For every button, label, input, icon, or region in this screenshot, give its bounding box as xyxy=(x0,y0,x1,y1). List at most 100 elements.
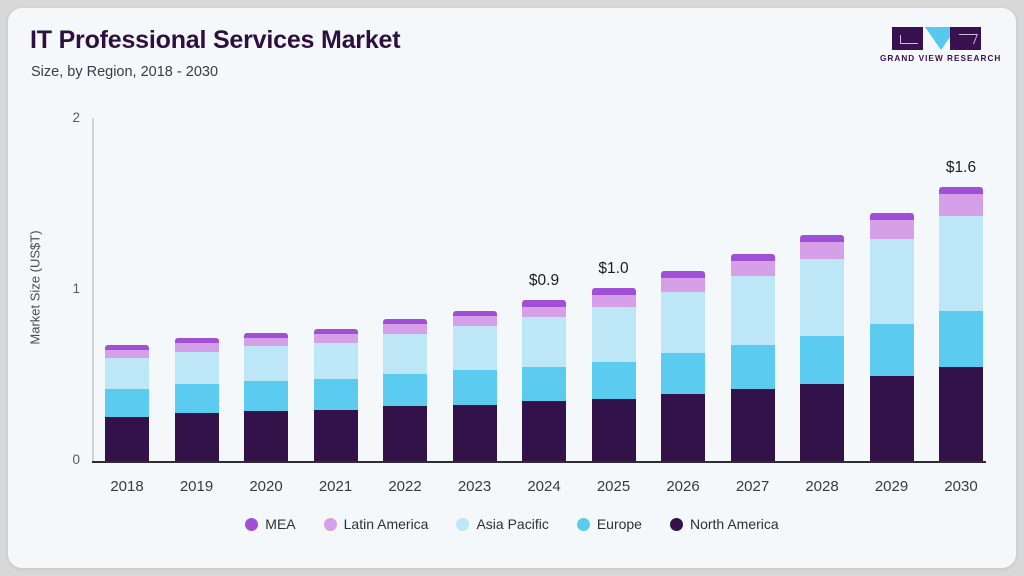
bar-segment-europe[interactable] xyxy=(313,378,358,410)
bar-segment-latin-america[interactable] xyxy=(105,349,149,359)
bar-segment-mea[interactable] xyxy=(869,213,914,220)
bar-segment-north-america[interactable] xyxy=(730,389,775,461)
bar-stack[interactable] xyxy=(313,329,358,461)
bar-segment-north-america[interactable] xyxy=(383,406,427,461)
bar-segment-asia-pacific[interactable] xyxy=(939,216,983,311)
legend-label: MEA xyxy=(265,516,296,532)
bar-segment-latin-america[interactable] xyxy=(591,295,636,308)
bar-segment-asia-pacific[interactable] xyxy=(869,238,914,325)
legend-item-north-america[interactable]: North America xyxy=(669,516,779,532)
bar-segment-latin-america[interactable] xyxy=(800,242,844,260)
bar-stack[interactable] xyxy=(939,187,983,461)
bar-segment-europe[interactable] xyxy=(522,366,566,402)
bar-segment-north-america[interactable] xyxy=(800,384,844,461)
bar-segment-mea[interactable] xyxy=(591,288,636,296)
bar-segment-north-america[interactable] xyxy=(313,409,358,461)
y-axis-tick-label: 0 xyxy=(72,452,80,467)
bar-segment-europe[interactable] xyxy=(939,310,983,367)
bar-segment-north-america[interactable] xyxy=(174,413,219,461)
bar-segment-europe[interactable] xyxy=(174,384,219,414)
bar-segment-north-america[interactable] xyxy=(661,394,705,461)
bar-segment-asia-pacific[interactable] xyxy=(591,307,636,362)
bar-segment-europe[interactable] xyxy=(452,370,497,405)
bar-stack[interactable] xyxy=(522,300,566,461)
bar-segment-mea[interactable] xyxy=(174,337,219,344)
stacked-bar-chart: 0 1 2 Market Size (US$T) 2018 2019 2020 2021 2… xyxy=(8,8,1016,568)
legend-label: Asia Pacific xyxy=(476,516,549,532)
bar-segment-mea[interactable] xyxy=(522,300,566,308)
x-axis-tick-label: 2023 xyxy=(457,478,492,495)
bar-segment-asia-pacific[interactable] xyxy=(522,317,566,367)
bar-segment-north-america[interactable] xyxy=(939,366,983,461)
x-axis-tick-label: 2018 xyxy=(110,478,144,495)
bar-segment-north-america[interactable] xyxy=(244,411,288,461)
legend-swatch-icon xyxy=(669,517,683,531)
logo-marks xyxy=(880,27,992,51)
bar-segment-europe[interactable] xyxy=(661,353,705,395)
bar-stack[interactable] xyxy=(869,213,914,461)
legend-item-asia-pacific[interactable]: Asia Pacific xyxy=(456,516,549,532)
bar-segment-asia-pacific[interactable] xyxy=(661,291,705,354)
bar-segment-mea[interactable] xyxy=(313,329,358,335)
x-axis-tick-label: 2020 xyxy=(249,478,283,495)
x-axis-line xyxy=(92,461,986,463)
bar-segment-mea[interactable] xyxy=(244,332,288,338)
bar-segment-asia-pacific[interactable] xyxy=(244,346,288,381)
bar-segment-mea[interactable] xyxy=(730,254,775,261)
bar-segment-mea[interactable] xyxy=(661,271,705,279)
bar-segment-europe[interactable] xyxy=(730,344,775,390)
legend-item-mea[interactable]: MEA xyxy=(245,516,296,532)
bar-segment-north-america[interactable] xyxy=(869,375,914,461)
bar-segment-mea[interactable] xyxy=(800,235,844,243)
bar-stack[interactable] xyxy=(452,310,497,461)
bar-stack[interactable] xyxy=(661,271,705,461)
x-axis-tick-label: 2026 xyxy=(666,478,700,495)
bar-segment-europe[interactable] xyxy=(591,361,636,400)
bar-segment-asia-pacific[interactable] xyxy=(105,358,149,390)
bar-segment-north-america[interactable] xyxy=(452,404,497,461)
bar-stack[interactable] xyxy=(244,332,288,461)
bar-segment-asia-pacific[interactable] xyxy=(383,334,427,374)
bar-segment-europe[interactable] xyxy=(105,389,149,417)
bar-value-label: $1.0 xyxy=(598,260,629,278)
legend-item-latin-america[interactable]: Latin America xyxy=(323,516,428,532)
bar-segment-asia-pacific[interactable] xyxy=(800,259,844,337)
bar-segment-mea[interactable] xyxy=(939,187,983,195)
x-axis-tick-label: 2030 xyxy=(944,478,978,495)
bar-segment-latin-america[interactable] xyxy=(730,260,775,277)
legend-swatch-icon xyxy=(576,517,590,531)
bar-segment-asia-pacific[interactable] xyxy=(313,343,358,379)
bar-segment-mea[interactable] xyxy=(383,319,427,325)
bar-segment-asia-pacific[interactable] xyxy=(730,276,775,345)
bar-segment-latin-america[interactable] xyxy=(661,278,705,292)
bar-stack[interactable] xyxy=(105,344,149,461)
bar-segment-europe[interactable] xyxy=(244,380,288,412)
bar-segment-asia-pacific[interactable] xyxy=(452,325,497,371)
bar-segment-latin-america[interactable] xyxy=(313,334,358,344)
legend-item-europe[interactable]: Europe xyxy=(576,516,642,532)
bar-segment-mea[interactable] xyxy=(452,310,497,316)
bar-stack[interactable] xyxy=(174,337,219,461)
bar-segment-latin-america[interactable] xyxy=(939,194,983,217)
bar-stack[interactable] xyxy=(800,235,844,461)
bar-segment-latin-america[interactable] xyxy=(869,219,914,239)
bar-stack[interactable] xyxy=(383,319,427,461)
bar-segment-latin-america[interactable] xyxy=(174,343,219,352)
bar-segment-europe[interactable] xyxy=(383,373,427,407)
bar-segment-north-america[interactable] xyxy=(105,416,149,461)
x-axis-tick-label: 2027 xyxy=(735,478,770,495)
bar-segment-north-america[interactable] xyxy=(522,401,566,461)
bar-stack[interactable] xyxy=(730,254,775,461)
y-axis-ticks: 0 1 2 xyxy=(30,8,80,568)
bar-segment-europe[interactable] xyxy=(869,324,914,376)
bar-segment-latin-america[interactable] xyxy=(244,337,288,347)
bar-segment-latin-america[interactable] xyxy=(383,324,427,335)
bar-segment-north-america[interactable] xyxy=(591,399,636,461)
bar-segment-latin-america[interactable] xyxy=(452,315,497,326)
bar-segment-asia-pacific[interactable] xyxy=(174,351,219,385)
bar-segment-mea[interactable] xyxy=(105,344,149,350)
bar-stack[interactable] xyxy=(591,288,636,461)
page-title: IT Professional Services Market xyxy=(30,26,401,54)
bar-segment-latin-america[interactable] xyxy=(522,307,566,318)
bar-segment-europe[interactable] xyxy=(800,336,844,385)
